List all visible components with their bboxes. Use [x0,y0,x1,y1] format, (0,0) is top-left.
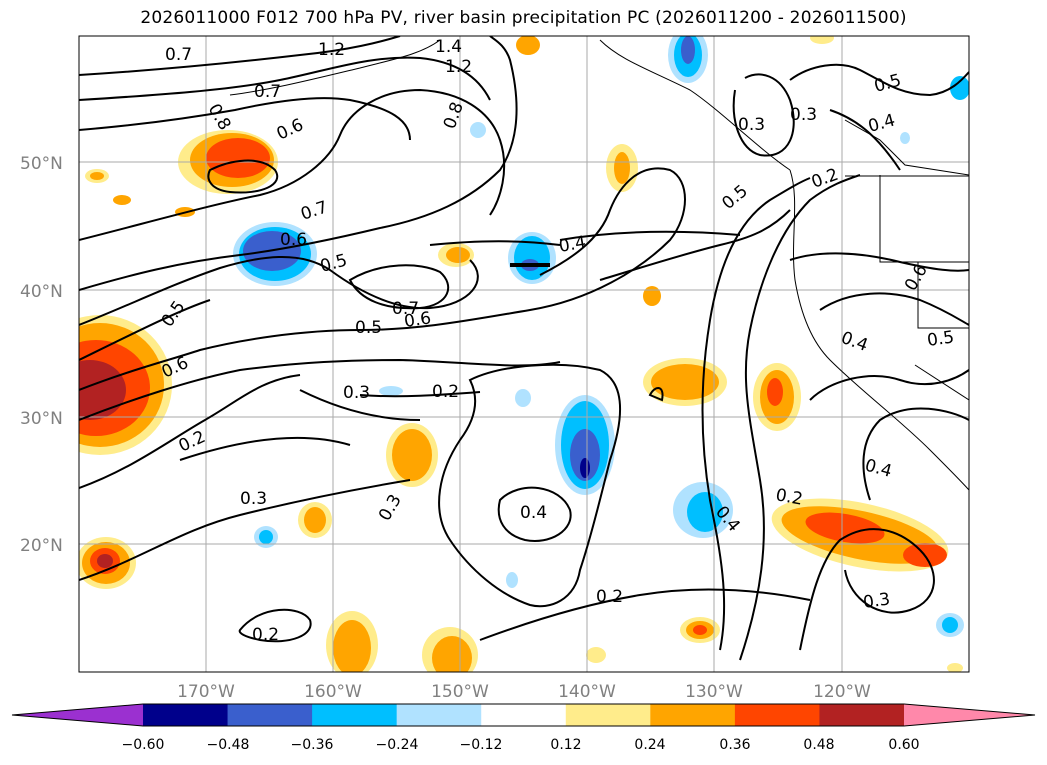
colorbar-segment [312,704,398,726]
colorbar-extend-left [12,704,143,726]
lon-label-140w: 140°W [558,682,616,702]
contour-label: 0.3 [343,383,370,403]
longitude-labels: 170°W 160°W 150°W 140°W 130°W 120°W [177,682,871,702]
contour-label: 0.7 [254,82,281,102]
colorbar-segment [734,704,820,726]
graticule [79,36,969,672]
colorbar-tick: 0.12 [550,737,581,753]
contour-label: 0.7 [392,299,419,319]
colorbar-segment [396,704,482,726]
lat-label-40n: 40°N [20,282,63,302]
map-frame [78,35,970,673]
contour-label: 1.2 [445,57,472,77]
contour-label: 0.3 [240,489,267,509]
contour-label: 0.4 [557,233,587,257]
colorbar-tick: 0.36 [719,737,750,753]
lon-label-160w: 160°W [304,682,362,702]
map-background [79,36,969,672]
contour-label: 0.2 [432,382,459,402]
colorbar-segment [481,704,567,726]
colorbar-tick: −0.24 [376,737,419,753]
contour-label: 0.3 [862,589,892,613]
contour-label: 0.2 [596,587,623,607]
contour-label: 0.4 [520,503,547,523]
colorbar-tick: −0.48 [207,737,250,753]
lat-label-30n: 30°N [20,409,63,429]
contour-label: 0.5 [926,327,956,351]
pv-contours [79,36,969,661]
colorbar-outline [11,703,1036,727]
contour-label: 1.2 [318,40,345,60]
lat-label-20n: 20°N [20,536,63,556]
colorbar-tick: 0.48 [803,737,834,753]
colorbar-extend-right [904,704,1035,726]
contour-label: 0.6 [403,308,433,332]
lon-label-170w: 170°W [177,682,235,702]
colorbar-segment [565,704,651,726]
contour-label: 0.3 [790,105,817,125]
lat-label-50n: 50°N [20,154,63,174]
colorbar-segment [227,704,313,726]
map-title: 2026011000 F012 700 hPa PV, river basin … [140,8,907,28]
colorbar: −0.60 −0.48 −0.36 −0.24 −0.12 0.12 0.24 … [11,703,1036,753]
contour-label: 0.2 [252,625,279,645]
colorbar-tick: −0.12 [460,737,503,753]
colorbar-tick: −0.36 [291,737,334,753]
contour-label: 0.2 [774,485,804,509]
colorbar-segment [819,704,905,726]
colorbar-segment [650,704,736,726]
contour-label: 1.4 [435,37,462,57]
colorbar-segment [143,704,229,726]
contour-label: 0.7 [165,45,192,65]
contour-label: 0.6 [280,230,307,250]
lon-label-130w: 130°W [685,682,743,702]
contour-label: 0.5 [355,318,382,338]
latitude-labels: 50°N 40°N 30°N 20°N [20,154,63,556]
colorbar-tick: 0.24 [634,737,665,753]
lon-label-120w: 120°W [813,682,871,702]
precip-shading [79,36,969,672]
colorbar-ticks: −0.60 −0.48 −0.36 −0.24 −0.12 0.12 0.24 … [122,737,920,753]
colorbar-tick: 0.60 [888,737,919,753]
colorbar-tick: −0.60 [122,737,165,753]
lon-label-150w: 150°W [431,682,489,702]
contour-label: 0.3 [738,115,765,135]
